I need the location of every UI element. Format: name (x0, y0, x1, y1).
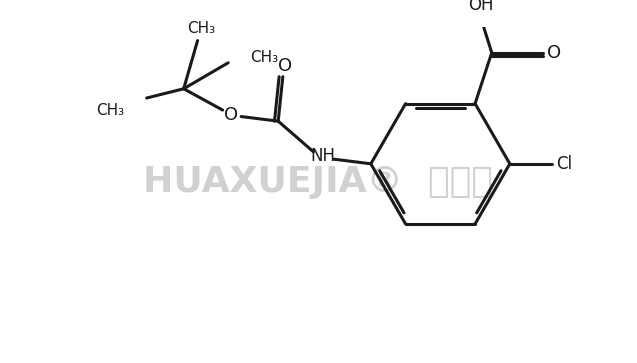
Text: Cl: Cl (557, 155, 573, 173)
Text: O: O (547, 44, 561, 62)
Text: CH₃: CH₃ (250, 50, 278, 65)
Text: OH: OH (468, 0, 494, 15)
Text: HUAXUEJIA®  华学加: HUAXUEJIA® 华学加 (143, 165, 493, 199)
Text: CH₃: CH₃ (96, 103, 124, 118)
Text: O: O (278, 57, 292, 74)
Text: O: O (224, 106, 238, 124)
Text: CH₃: CH₃ (187, 21, 215, 36)
Text: NH: NH (310, 147, 335, 166)
